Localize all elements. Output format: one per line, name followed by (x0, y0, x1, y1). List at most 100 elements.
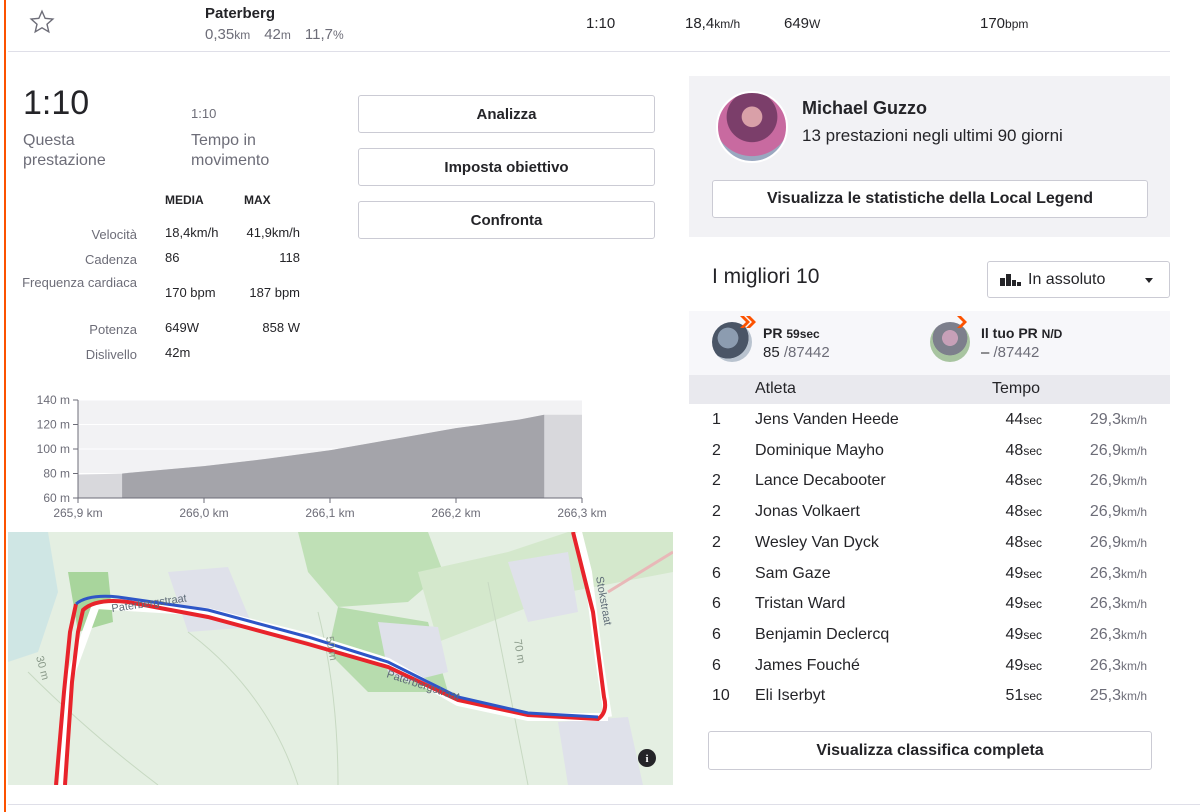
leaderboard-time-unit: sec (1023, 535, 1042, 550)
stats-avg: 649W (165, 320, 199, 335)
leaderboard-time: 49sec (1006, 565, 1042, 583)
leaderboard-athlete-name[interactable]: Dominique Mayho (755, 441, 884, 459)
stats-max: 187 bpm (249, 285, 300, 300)
local-legend-stats-button[interactable]: Visualizza le statistiche della Local Le… (712, 180, 1148, 218)
leaderboard-row[interactable]: 6 Tristan Ward 49sec 26,3km/h (689, 589, 1170, 620)
leaderboard-row[interactable]: 10 Eli Iserbyt 51sec 25,3km/h (689, 681, 1170, 712)
contour-label: 70 m (511, 638, 527, 664)
leaderboard-time: 49sec (1006, 626, 1042, 644)
compare-button[interactable]: Confronta (358, 201, 655, 239)
leaderboard-row[interactable]: 6 Sam Gaze 49sec 26,3km/h (689, 559, 1170, 590)
leaderboard-rank: 2 (712, 503, 721, 521)
your-pr-avatar[interactable] (930, 322, 970, 362)
leaderboard-time-unit: sec (1023, 474, 1042, 489)
leaderboard-rank: 6 (712, 656, 721, 674)
map-canvas[interactable]: Paterbergstraat Paterbergstraat Stokstra… (8, 532, 673, 785)
segment-row[interactable]: Paterberg 0,35km 42m 11,7% 1:10 18,4km/h 6… (8, 0, 1170, 52)
local-legend-name[interactable]: Michael Guzzo (802, 98, 928, 118)
bottom-divider (8, 804, 1200, 805)
leaderboard-speed-unit: km/h (1120, 658, 1147, 673)
your-pr-rank-total: /87442 (993, 344, 1040, 361)
segment-distance: 0,35 (205, 26, 235, 43)
route-red-line (54, 603, 78, 785)
leaderboard-row[interactable]: 2 Dominique Mayho 48sec 26,9km/h (689, 436, 1170, 467)
leaderboard-athlete-name[interactable]: Benjamin Declercq (755, 625, 890, 643)
route-blue-line (75, 594, 599, 719)
pr-rank-total: /87442 (783, 344, 830, 361)
segment-name[interactable]: Paterberg (205, 5, 276, 22)
map-contour (487, 581, 529, 785)
moving-time-label: Tempo in movimento (191, 132, 270, 169)
map-building-area (558, 717, 643, 785)
leaderboard-speed: 26,9km/h (1090, 534, 1147, 552)
leaderboard-time-unit: sec (1023, 505, 1042, 520)
your-pr-rank-value: – (981, 344, 990, 361)
your-pr-label: Il tuo PR N/D (981, 325, 1062, 341)
leaderboard-speed-value: 26,3 (1089, 564, 1121, 582)
map-field-patch (68, 572, 113, 632)
leaderboard-time-value: 49 (1005, 656, 1024, 674)
leaderboard-time-unit: sec (1023, 443, 1042, 458)
leaderboard-filter-label: In assoluto (1028, 271, 1106, 288)
stats-avg: 86 (165, 250, 180, 265)
leaderboard-time: 48sec (1006, 534, 1042, 552)
info-icon[interactable] (638, 749, 656, 767)
pr-time: 59sec (786, 327, 820, 341)
leaderboard-title: I migliori 10 (712, 265, 820, 288)
leaderboard-time: 51sec (1006, 687, 1042, 705)
segment-stats: 0,35km 42m 11,7% (205, 26, 344, 43)
leaderboard-filter-select[interactable]: In assoluto (987, 261, 1170, 298)
map-road (59, 603, 100, 785)
leaderboard-speed-unit: km/h (1120, 566, 1147, 581)
full-leaderboard-button[interactable]: Visualizza classifica completa (708, 731, 1152, 770)
set-goal-button[interactable]: Imposta obiettivo (358, 148, 655, 186)
y-tick-label: 100 m (37, 442, 70, 456)
leaderboard-time-value: 48 (1005, 533, 1024, 551)
stats-max: 858 W (262, 320, 300, 335)
pr-avatar[interactable] (712, 322, 752, 362)
leaderboard-row[interactable]: 2 Lance Decabooter 48sec 26,9km/h (689, 466, 1170, 497)
your-pr-time: N/D (1041, 327, 1063, 341)
route-red-line (63, 532, 608, 785)
x-tick-label: 266,3 km (557, 506, 606, 520)
leaderboard-speed: 26,3km/h (1090, 657, 1147, 675)
leaderboard-athlete-name[interactable]: James Fouché (755, 656, 860, 674)
local-legend-avatar[interactable] (716, 91, 788, 163)
leaderboard-time-unit: sec (1023, 658, 1042, 673)
stats-max-header: MAX (244, 193, 271, 207)
leaderboard-time-value: 51 (1005, 687, 1024, 705)
leaderboard-row[interactable]: 1 Jens Vanden Heede 44sec 29,3km/h (689, 405, 1170, 436)
analyze-button[interactable]: Analizza (358, 95, 655, 133)
segment-power: 649W (784, 15, 820, 32)
leaderboard-speed-unit: km/h (1120, 413, 1147, 427)
leaderboard-row[interactable]: 6 James Fouché 49sec 26,3km/h (689, 651, 1170, 682)
leaderboard-time: 48sec (1006, 472, 1042, 490)
pr-badge-icon (740, 316, 756, 328)
leaderboard-time-unit: sec (1023, 566, 1042, 581)
leaderboard-speed: 26,9km/h (1090, 442, 1147, 460)
star-icon[interactable] (28, 8, 56, 36)
effort-time: 1:10 (23, 84, 90, 122)
leaderboard-row[interactable]: 2 Jonas Volkaert 48sec 26,9km/h (689, 497, 1170, 528)
pr-label: PR 59sec (763, 325, 820, 341)
route-map[interactable]: Paterbergstraat Paterbergstraat Stokstra… (8, 532, 673, 785)
leaderboard-row[interactable]: 6 Benjamin Declercq 49sec 26,3km/h (689, 620, 1170, 651)
leaderboard-athlete-name[interactable]: Lance Decabooter (755, 472, 886, 490)
leaderboard-athlete-name[interactable]: Jonas Volkaert (755, 503, 860, 521)
leaderboard-athlete-name[interactable]: Wesley Van Dyck (755, 533, 879, 551)
stats-label: Velocità (91, 227, 137, 242)
leaderboard-athlete-name[interactable]: Eli Iserbyt (755, 687, 826, 705)
pr-rank: 85 /87442 (763, 344, 830, 361)
leaderboard-rank: 1 (712, 411, 721, 428)
leaderboard-athlete-name[interactable]: Jens Vanden Heede (755, 411, 899, 428)
leaderboard-athlete-name[interactable]: Tristan Ward (755, 595, 846, 613)
stats-max: 118 (279, 250, 300, 265)
leaderboard-time-value: 49 (1005, 595, 1024, 613)
stats-avg: 42m (165, 345, 191, 360)
leaderboard-row[interactable]: 2 Wesley Van Dyck 48sec 26,9km/h (689, 528, 1170, 559)
x-tick-label: 266,2 km (431, 506, 480, 520)
leaderboard-athlete-name[interactable]: Sam Gaze (755, 564, 831, 582)
stats-label: Potenza (89, 322, 137, 337)
accent-bar (0, 0, 6, 812)
